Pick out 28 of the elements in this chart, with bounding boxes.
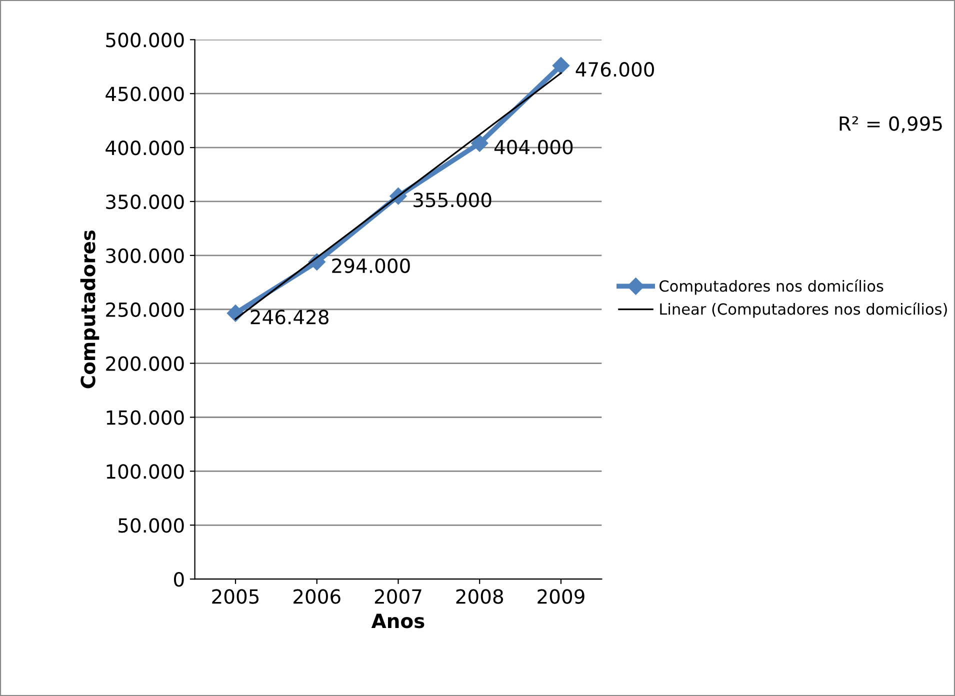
y-tick-label: 200.000 <box>106 356 184 371</box>
data-label: 476.000 <box>576 62 654 77</box>
point <box>471 134 488 152</box>
x-tick-label: 2006 <box>294 589 340 604</box>
data-label: 294.000 <box>332 258 410 274</box>
y-tick-label: 50.000 <box>118 518 184 533</box>
y-tick-label: 400.000 <box>106 140 184 156</box>
y-tick-label: 0 <box>174 572 184 587</box>
y-tick-label: 300.000 <box>106 248 184 264</box>
x-tick-label: 2007 <box>374 589 422 604</box>
y-tick-label: 250.000 <box>106 302 184 318</box>
text: R² = 0,995 <box>840 116 942 133</box>
y-tick-label: 450.000 <box>106 86 184 102</box>
y-tick-label: 100.000 <box>106 464 184 479</box>
x-tick-label: 2008 <box>456 589 504 604</box>
y-tick-label: 350.000 <box>106 194 184 210</box>
point <box>552 57 570 74</box>
y-axis-title: Computadores <box>80 230 100 388</box>
legend-label: Linear (Computadores nos domicílios) <box>660 302 947 318</box>
y-tick-label: 150.000 <box>106 410 184 425</box>
x-tick-label: 2009 <box>538 589 584 604</box>
x-axis-title: Anos <box>371 614 424 628</box>
legend-label: Computadores nos domicílios <box>660 279 884 295</box>
data-label: 355.000 <box>414 192 492 208</box>
data-label: 404.000 <box>494 140 573 154</box>
data-label: 246.428 <box>250 310 328 324</box>
y-tick-label: 500.000 <box>106 32 184 48</box>
x-tick-label: 2005 <box>212 589 259 604</box>
